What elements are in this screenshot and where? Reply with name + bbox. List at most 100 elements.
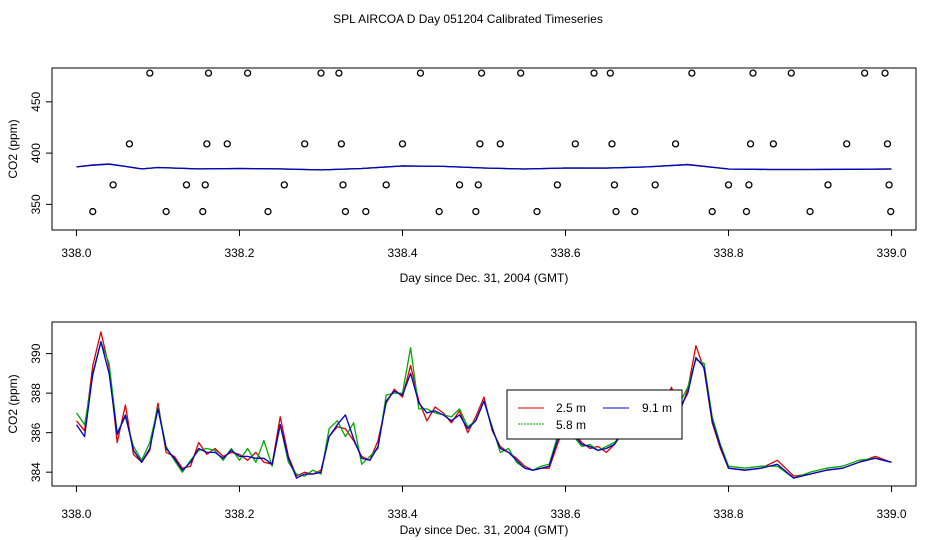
top-calibration-marker <box>477 69 486 77</box>
top-x-tick-label: 338.2 <box>224 246 254 260</box>
top-x-tick-label: 339.0 <box>877 246 907 260</box>
top-calibration-marker <box>883 140 892 148</box>
bottom-x-tick-label: 339.0 <box>877 507 907 521</box>
top-x-tick-label: 338.8 <box>714 246 744 260</box>
bottom-x-ticks: 338.0 338.2 338.4 338.6 338.8 339.0 <box>61 486 907 521</box>
top-y-tick-label: 450 <box>29 92 43 112</box>
legend-label-9-1m: 9.1 m <box>642 401 672 415</box>
top-calibration-marker <box>435 207 443 216</box>
top-calibration-marker <box>89 207 97 216</box>
top-calibration-marker <box>745 181 753 189</box>
top-calibration-marker <box>455 181 464 189</box>
top-calibration-marker <box>203 140 211 148</box>
bottom-plot-frame <box>51 321 917 487</box>
legend-label-2-5m: 2.5 m <box>556 401 586 415</box>
top-calibration-marker <box>301 140 309 148</box>
top-calibration-marker <box>199 207 207 216</box>
bottom-y-ticks: 384 386 388 390 <box>29 343 52 482</box>
legend: 2.5 m 9.1 m 5.8 m <box>506 389 683 440</box>
bottom-series-line-2-5-m <box>75 331 892 477</box>
top-x-ticks: 338.0 338.2 338.4 338.6 338.8 339.0 <box>61 230 907 260</box>
top-series <box>76 163 892 171</box>
top-calibration-marker <box>362 207 370 216</box>
top-calibration-marker <box>398 140 407 148</box>
bottom-y-tick-label: 386 <box>29 422 43 442</box>
bottom-y-tick-label: 384 <box>29 462 43 482</box>
top-calibration-marker <box>201 181 209 189</box>
bottom-series-line-9-1-m <box>75 341 892 479</box>
top-calibration-marker <box>317 69 325 77</box>
top-calibration-marker <box>843 140 851 148</box>
top-calibration-marker <box>476 140 484 148</box>
top-calibration-marker <box>724 181 733 189</box>
top-calibration-marker <box>590 69 598 77</box>
top-calibration-marker <box>553 181 562 189</box>
top-x-tick-label: 338.0 <box>61 246 91 260</box>
top-calibration-marker <box>243 69 252 77</box>
top-plot-frame <box>51 67 917 231</box>
top-y-tick-label: 400 <box>29 143 43 163</box>
top-calibration-marker <box>162 207 170 216</box>
top-calibration-marker <box>339 181 347 189</box>
bottom-x-tick-label: 338.8 <box>714 507 744 521</box>
top-calibration-marker <box>571 140 579 148</box>
top-calibration-marker <box>746 140 755 148</box>
top-calibration-marker <box>337 140 346 148</box>
top-calibration-marker <box>533 207 541 216</box>
top-calibration-marker <box>472 207 480 216</box>
legend-box <box>506 389 683 440</box>
figure-title: SPL AIRCOA D Day 051204 Calibrated Times… <box>333 12 603 26</box>
top-calibration-marker <box>496 140 504 148</box>
top-calibration-marker <box>204 69 213 77</box>
top-calibration-marker <box>885 181 893 189</box>
top-y-label: CO2 (ppm) <box>6 119 20 178</box>
top-calibration-marker <box>824 181 832 189</box>
top-calibration-marker <box>223 140 231 148</box>
bottom-x-tick-label: 338.2 <box>224 507 254 521</box>
top-calibration-marker <box>280 181 288 189</box>
top-x-tick-label: 338.6 <box>550 246 580 260</box>
top-calibration-marker <box>671 140 680 148</box>
top-calibration-marker <box>606 69 614 77</box>
bottom-y-tick-label: 390 <box>29 343 43 363</box>
top-x-tick-label: 338.4 <box>387 246 417 260</box>
top-calibration-marker <box>742 207 751 216</box>
legend-label-5-8m: 5.8 m <box>556 418 586 432</box>
top-calibration-marker <box>341 207 350 216</box>
bottom-series <box>75 331 892 479</box>
bottom-y-tick-label: 388 <box>29 383 43 403</box>
bottom-x-tick-label: 338.0 <box>61 507 91 521</box>
bottom-x-tick-label: 338.6 <box>550 507 580 521</box>
top-calibration-marker <box>769 140 778 148</box>
bottom-y-label: CO2 (ppm) <box>6 374 20 433</box>
top-y-ticks: 350 400 450 <box>29 92 52 214</box>
bottom-x-label: Day since Dec. 31, 2004 (GMT) <box>400 523 569 537</box>
top-calibration-marker <box>651 181 659 189</box>
top-calibration-marker <box>787 69 795 77</box>
top-calibration-marker <box>517 69 525 77</box>
top-calibration-marker <box>806 207 814 216</box>
top-calibration-marker <box>887 207 895 216</box>
top-calibration-marker <box>749 69 757 77</box>
top-calibration-marker <box>382 181 390 189</box>
top-calibration-marker <box>881 69 889 77</box>
top-calibration-marker <box>264 207 272 216</box>
top-series-line-9-1-m <box>76 163 892 171</box>
top-calibration-marker <box>335 69 343 77</box>
top-calibration-marker <box>612 207 620 216</box>
top-x-label: Day since Dec. 31, 2004 (GMT) <box>400 271 569 285</box>
top-calibration-marker <box>125 140 134 148</box>
top-calibration-marker <box>860 69 869 77</box>
top-calibration-marker <box>688 69 696 77</box>
top-plot: 350 400 450 338.0 338.2 338.4 338.6 338.8 339.0… <box>6 67 917 285</box>
top-calibration-marker <box>708 207 716 216</box>
top-calibration-marker <box>610 181 619 189</box>
top-calibration-marker <box>608 140 616 148</box>
top-calibration-marker <box>631 207 639 216</box>
bottom-x-tick-label: 338.4 <box>387 507 417 521</box>
top-y-tick-label: 350 <box>29 194 43 214</box>
top-calibration-marker <box>146 69 154 77</box>
top-markers <box>89 69 895 216</box>
